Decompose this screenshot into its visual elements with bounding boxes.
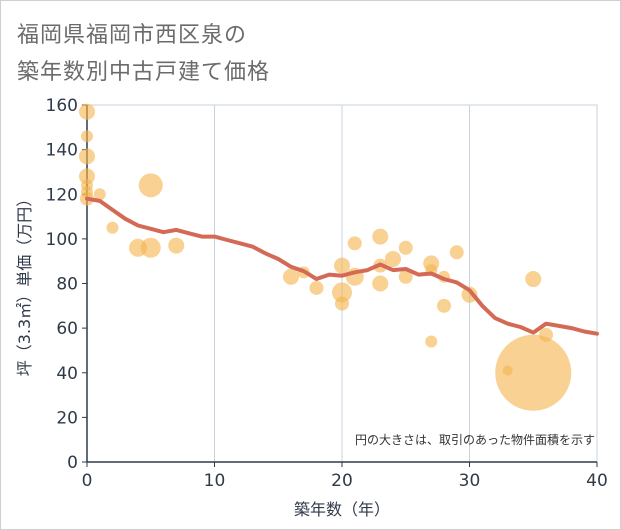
data-bubble — [385, 250, 401, 267]
data-bubble — [140, 237, 161, 258]
data-bubble — [398, 269, 413, 284]
bubble-series — [79, 103, 572, 411]
data-bubble — [372, 275, 389, 292]
data-bubble — [138, 173, 163, 198]
data-bubble — [437, 298, 451, 313]
data-bubble — [347, 236, 362, 251]
data-bubble — [283, 268, 299, 285]
y-axis-label: 坪（3.3㎡）単価（万円） — [15, 191, 34, 376]
data-bubble — [525, 271, 542, 288]
data-bubble — [398, 240, 413, 255]
data-bubble — [449, 245, 464, 260]
y-tick-label: 160 — [46, 96, 78, 116]
y-tick-label: 20 — [56, 408, 78, 428]
data-bubble — [106, 221, 119, 234]
data-bubble — [309, 280, 324, 295]
data-bubble — [334, 257, 350, 274]
data-bubble — [79, 148, 95, 165]
x-tick-label: 0 — [82, 471, 93, 491]
trend-series — [85, 196, 599, 336]
chart-title-line-1: 福岡県福岡市西区泉の — [17, 23, 248, 48]
x-tick-label: 10 — [204, 471, 226, 491]
data-bubble — [372, 228, 389, 245]
x-tick-label: 20 — [331, 471, 353, 491]
data-bubble — [539, 327, 553, 342]
tick-labels: 0 20 40 60 80 100 120 140 160 0 10 20 30 40 — [46, 96, 608, 491]
data-bubble — [79, 168, 95, 185]
x-axis-label: 築年数（年） — [294, 500, 390, 519]
trend-line — [85, 196, 599, 336]
y-tick-label: 140 — [46, 141, 78, 161]
x-tick-label: 30 — [459, 471, 481, 491]
x-tick-label: 40 — [586, 471, 608, 491]
bubble-size-note: 円の大きさは、取引のあった物件面積を示す — [355, 432, 595, 447]
data-bubble — [335, 296, 349, 311]
data-bubble — [168, 237, 185, 254]
y-tick-label: 100 — [46, 230, 78, 250]
data-bubble — [332, 282, 352, 303]
chart-title-line-2: 築年数別中古戸建て価格 — [17, 60, 271, 85]
data-bubble — [81, 130, 93, 143]
y-tick-label: 120 — [46, 185, 78, 205]
data-bubble — [495, 334, 572, 411]
y-tick-label: 60 — [56, 319, 78, 339]
y-tick-label: 80 — [56, 275, 78, 295]
y-tick-label: 0 — [67, 453, 78, 473]
y-tick-label: 40 — [56, 364, 78, 384]
data-bubble — [461, 286, 478, 303]
data-bubble — [79, 103, 95, 120]
data-bubble — [425, 335, 438, 348]
data-bubble — [93, 188, 106, 201]
